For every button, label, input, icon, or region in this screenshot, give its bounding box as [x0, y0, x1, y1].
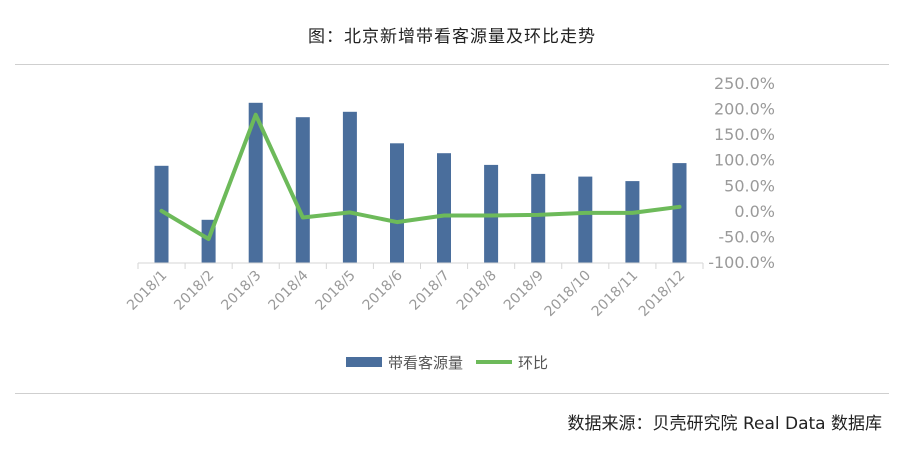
chart: 2018/1 2018/2 2018/3 2018/4 2018/5 2018/6 2018…	[124, 74, 775, 372]
source-note: 数据来源：贝壳研究院 Real Data 数据库	[567, 414, 882, 434]
bar-2018/1	[154, 165, 169, 263]
x-tick-label: 2018/11	[589, 268, 641, 320]
bar-2018/4	[295, 117, 310, 263]
y-right-tick-label: -50.0%	[718, 227, 775, 246]
x-tick-label: 2018/3	[218, 268, 264, 314]
bar-2018/3	[248, 102, 263, 263]
top-divider	[15, 64, 889, 65]
legend-line-label: 环比	[518, 354, 548, 372]
bar-2018/12	[672, 163, 687, 263]
y-right-tick-label: 100.0%	[714, 151, 775, 170]
x-tick-label: 2018/7	[407, 268, 453, 314]
x-tick-label: 2018/5	[313, 268, 359, 314]
bar-2018/9	[531, 173, 546, 263]
chart-title: 图：北京新增带看客源量及环比走势	[308, 27, 596, 47]
x-tick-label: 2018/8	[454, 268, 500, 314]
y-right-tick-label: 0.0%	[734, 202, 775, 221]
x-axis-ticks	[137, 263, 704, 269]
x-tick-label: 2018/1	[124, 268, 170, 314]
x-tick-label: 2018/4	[265, 267, 311, 313]
x-tick-label: 2018/10	[542, 268, 594, 320]
legend: 带看客源量 环比	[346, 354, 548, 372]
bar-series	[154, 102, 687, 263]
bar-2018/7	[437, 153, 451, 263]
y-right-tick-label: -100.0%	[708, 253, 775, 272]
y-right-tick-label: 200.0%	[714, 100, 775, 119]
x-tick-label: 2018/2	[171, 268, 217, 314]
legend-bar-swatch	[346, 357, 382, 367]
y-right-tick-label: 150.0%	[714, 125, 775, 144]
bar-2018/5	[342, 111, 357, 263]
y-right-axis-labels: 250.0% 200.0% 150.0% 100.0% 50.0% 0.0% -50.0% -…	[708, 74, 775, 272]
bar-2018/11	[625, 181, 640, 263]
bar-2018/6	[390, 143, 404, 263]
x-tick-label: 2018/6	[360, 267, 406, 313]
x-tick-label: 2018/9	[501, 268, 547, 314]
x-tick-label: 2018/12	[636, 268, 688, 320]
x-axis-labels: 2018/1 2018/2 2018/3 2018/4 2018/5 2018/6 2018…	[124, 267, 688, 320]
bar-2018/10	[578, 176, 593, 263]
mom-line	[159, 112, 682, 241]
y-right-tick-label: 50.0%	[724, 176, 775, 195]
legend-bar-label: 带看客源量	[388, 354, 463, 372]
bottom-divider	[15, 393, 889, 394]
y-right-tick-label: 250.0%	[714, 74, 775, 93]
